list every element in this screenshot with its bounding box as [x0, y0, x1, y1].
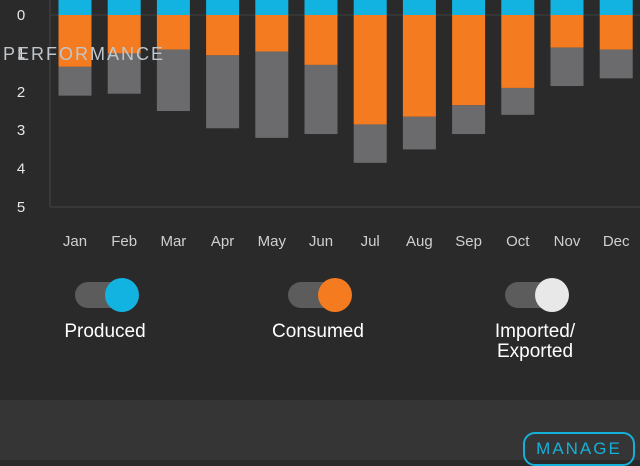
imported-exported-label-line2: Exported: [496, 341, 574, 362]
consumed-bar: [452, 15, 486, 106]
imported-exported-label-line1: Imported/: [494, 321, 576, 342]
consumed-bar: [304, 15, 338, 65]
performance-footer: [0, 400, 640, 460]
x-tick-label: Nov: [554, 233, 581, 250]
x-tick-label: Aug: [406, 233, 433, 250]
imported-exported-toggle-knob: [535, 278, 569, 312]
consumed-bar: [550, 15, 584, 48]
produced-bar: [206, 0, 240, 16]
imported-exported-bar: [353, 124, 387, 163]
manage-button[interactable]: MANAGE: [523, 432, 635, 466]
imported-exported-toggle[interactable]: [505, 278, 569, 312]
consumed-bar: [58, 15, 92, 67]
x-tick-label: Sep: [455, 233, 482, 250]
x-tick-label: Jun: [309, 233, 333, 250]
consumed-toggle[interactable]: [288, 278, 352, 312]
produced-bar: [550, 0, 584, 16]
produced-bar: [107, 0, 141, 16]
imported-exported-bar: [402, 116, 436, 150]
imported-exported-bar: [550, 47, 584, 87]
produced-label: Produced: [64, 321, 146, 342]
consumed-bar: [353, 15, 387, 125]
consumed-bar: [501, 15, 535, 88]
produced-bar: [452, 0, 486, 16]
consumed-bar: [402, 15, 436, 117]
imported-exported-bar: [156, 49, 190, 111]
energy-chart: 0 1 2 3 4 5 Jan Feb Mar Apr May Jun Jul Aug Sep Oct Nov D…: [17, 0, 640, 250]
imported-exported-bar: [255, 51, 289, 138]
imported-exported-bar: [304, 64, 338, 135]
consumed-label: Consumed: [272, 321, 364, 342]
consumed-bar: [156, 15, 190, 50]
x-tick-label: Oct: [506, 233, 530, 250]
consumed-toggle-group[interactable]: Consumed: [258, 278, 378, 342]
y-tick-label: 2: [17, 84, 25, 101]
produced-bar: [58, 0, 92, 16]
x-tick-label: May: [258, 233, 287, 250]
imported-exported-bar: [206, 55, 240, 129]
imported-exported-bar: [58, 66, 92, 96]
imported-exported-bar: [452, 105, 486, 135]
x-tick-label: Feb: [111, 233, 137, 250]
imported-exported-bar: [107, 53, 141, 94]
x-tick-label: Mar: [160, 233, 186, 250]
consumed-bar: [255, 15, 289, 52]
produced-toggle-knob: [105, 278, 139, 312]
produced-bar: [599, 0, 633, 16]
consumed-bar: [206, 15, 240, 56]
produced-toggle[interactable]: [75, 278, 139, 312]
y-tick-label: 5: [17, 199, 25, 216]
performance-title: PERFORMANCE: [3, 44, 166, 64]
y-tick-label: 4: [17, 161, 25, 178]
imported-exported-toggle-group[interactable]: Imported/ Exported: [480, 278, 590, 362]
imported-exported-label: Imported/ Exported: [480, 322, 590, 362]
produced-bar: [255, 0, 289, 16]
produced-bar: [304, 0, 338, 16]
produced-toggle-group[interactable]: Produced: [60, 278, 150, 342]
consumed-bar: [599, 15, 633, 50]
y-tick-label: 3: [17, 122, 25, 139]
produced-bar: [353, 0, 387, 16]
consumed-bar: [107, 15, 141, 54]
x-tick-label: Jan: [63, 233, 87, 250]
produced-bar: [402, 0, 436, 16]
imported-exported-bar: [501, 87, 535, 115]
produced-bar: [501, 0, 535, 16]
x-tick-label: Apr: [211, 233, 234, 250]
y-tick-label: 1: [17, 45, 25, 62]
y-tick-label: 0: [17, 7, 25, 24]
produced-bar: [156, 0, 190, 16]
consumed-toggle-knob: [318, 278, 352, 312]
imported-exported-bar: [599, 49, 633, 79]
x-tick-label: Jul: [361, 233, 380, 250]
x-tick-label: Dec: [603, 233, 630, 250]
